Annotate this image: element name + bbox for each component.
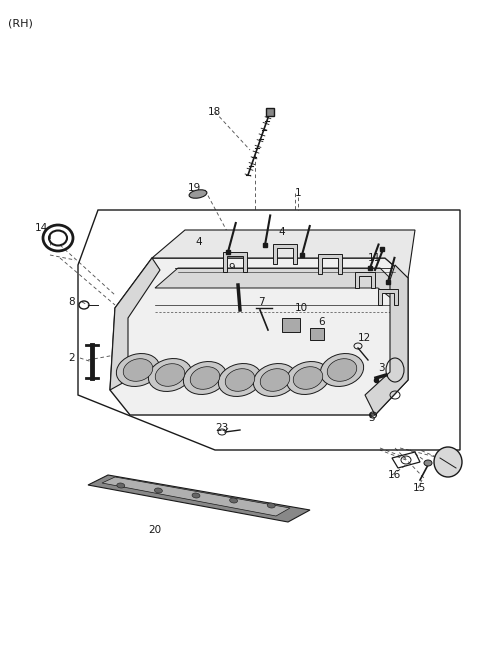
Polygon shape xyxy=(88,475,310,522)
Polygon shape xyxy=(318,254,342,274)
Text: 4: 4 xyxy=(195,237,202,247)
Text: 3: 3 xyxy=(378,363,384,373)
Bar xyxy=(310,328,324,340)
Text: 11: 11 xyxy=(368,253,381,263)
Ellipse shape xyxy=(192,493,200,498)
Ellipse shape xyxy=(116,354,160,386)
Text: 2: 2 xyxy=(68,353,74,363)
Ellipse shape xyxy=(148,358,192,392)
Ellipse shape xyxy=(260,369,290,391)
Text: 15: 15 xyxy=(413,483,426,493)
Polygon shape xyxy=(102,477,290,516)
Text: 4: 4 xyxy=(278,227,285,237)
Text: 10: 10 xyxy=(295,303,308,313)
Polygon shape xyxy=(273,244,297,264)
Polygon shape xyxy=(355,272,375,288)
Ellipse shape xyxy=(155,488,162,493)
Text: 4: 4 xyxy=(395,287,402,297)
Ellipse shape xyxy=(320,354,364,386)
Text: 13: 13 xyxy=(443,457,456,467)
Text: 7: 7 xyxy=(258,297,264,307)
Ellipse shape xyxy=(327,359,357,381)
Text: 16: 16 xyxy=(388,470,401,480)
Text: 23: 23 xyxy=(215,423,228,433)
Text: (RH): (RH) xyxy=(8,18,33,28)
Ellipse shape xyxy=(287,362,330,394)
Ellipse shape xyxy=(225,369,255,391)
Polygon shape xyxy=(110,258,160,390)
Polygon shape xyxy=(152,230,415,278)
Polygon shape xyxy=(223,252,247,272)
Text: 8: 8 xyxy=(68,297,74,307)
Polygon shape xyxy=(378,289,398,305)
Ellipse shape xyxy=(190,367,220,389)
Ellipse shape xyxy=(424,460,432,466)
Ellipse shape xyxy=(434,447,462,477)
Ellipse shape xyxy=(218,364,262,396)
Bar xyxy=(282,318,300,332)
Ellipse shape xyxy=(155,364,185,386)
Ellipse shape xyxy=(117,483,125,488)
Polygon shape xyxy=(155,268,400,305)
Polygon shape xyxy=(365,265,408,415)
Text: 9: 9 xyxy=(228,263,235,273)
Ellipse shape xyxy=(253,364,297,396)
Text: 19: 19 xyxy=(188,183,201,193)
Text: 12: 12 xyxy=(358,333,371,343)
Text: 14: 14 xyxy=(35,223,48,233)
Ellipse shape xyxy=(267,503,275,508)
Ellipse shape xyxy=(189,190,207,198)
Text: 5: 5 xyxy=(368,413,374,423)
Ellipse shape xyxy=(229,498,238,503)
Text: 1: 1 xyxy=(295,188,301,198)
Text: 6: 6 xyxy=(318,317,324,327)
Polygon shape xyxy=(110,258,408,415)
Ellipse shape xyxy=(183,362,227,394)
Text: 18: 18 xyxy=(208,107,221,117)
Ellipse shape xyxy=(293,367,323,389)
Ellipse shape xyxy=(123,359,153,381)
Text: 20: 20 xyxy=(148,525,161,535)
